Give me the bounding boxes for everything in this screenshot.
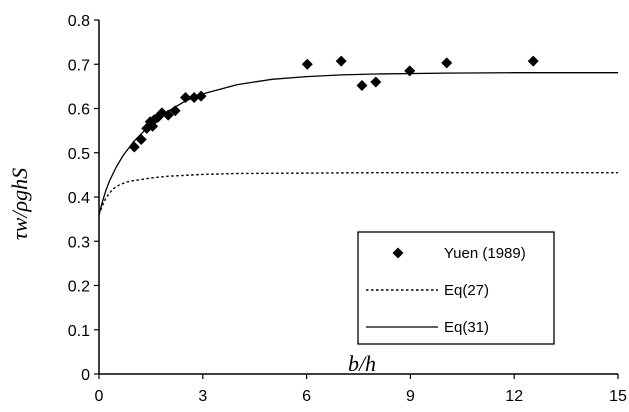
x-tick-label: 0: [95, 388, 104, 405]
y-tick-label: 0.8: [68, 13, 90, 30]
data-point: [169, 105, 181, 117]
series-line-1: [98, 171, 618, 215]
y-axis-label: τw/ρghS: [7, 168, 32, 240]
y-tick-label: 0.7: [68, 57, 90, 74]
x-axis-label: b/h: [348, 351, 376, 376]
y-tick-label: 0.2: [68, 279, 90, 296]
legend-label: Eq(27): [444, 282, 489, 299]
data-point: [301, 58, 313, 70]
legend-label: Yuen (1989): [444, 245, 526, 262]
x-tick-label: 15: [609, 388, 627, 405]
data-point: [356, 79, 368, 91]
legend-label: Eq(31): [444, 319, 489, 336]
y-tick-label: 0.1: [68, 323, 90, 340]
data-point: [195, 90, 207, 102]
series-line-2: [98, 72, 618, 215]
y-tick-label: 0.5: [68, 146, 90, 163]
data-point: [135, 133, 147, 145]
legend-marker: [392, 247, 404, 259]
data-point: [527, 55, 539, 67]
data-point: [188, 91, 200, 103]
data-point: [441, 57, 453, 69]
y-tick-label: 0.3: [68, 234, 90, 251]
axes: 0 0.1 0.2 0.3 0.4 0.5 0.6 0.7 0.8 0 3 6 9 12 15: [68, 13, 627, 405]
legend-box: [357, 231, 555, 345]
y-tick-label: 0.6: [68, 102, 90, 119]
y-tick-label: 0.4: [68, 190, 90, 207]
data-point: [180, 91, 191, 103]
x-tick-label: 3: [198, 388, 207, 405]
legend: Yuen (1989) Eq(27) Eq(31): [357, 231, 555, 345]
x-tick-label: 9: [406, 388, 415, 405]
plot-area: [98, 55, 618, 215]
data-point: [335, 55, 347, 67]
data-point: [404, 65, 416, 77]
data-point: [370, 76, 382, 88]
data-point: [128, 141, 140, 153]
x-tick-label: 12: [505, 388, 523, 405]
data-point: [141, 122, 153, 134]
y-tick-label: 0: [81, 367, 90, 384]
x-tick-label: 6: [302, 388, 311, 405]
data-point: [162, 109, 174, 121]
